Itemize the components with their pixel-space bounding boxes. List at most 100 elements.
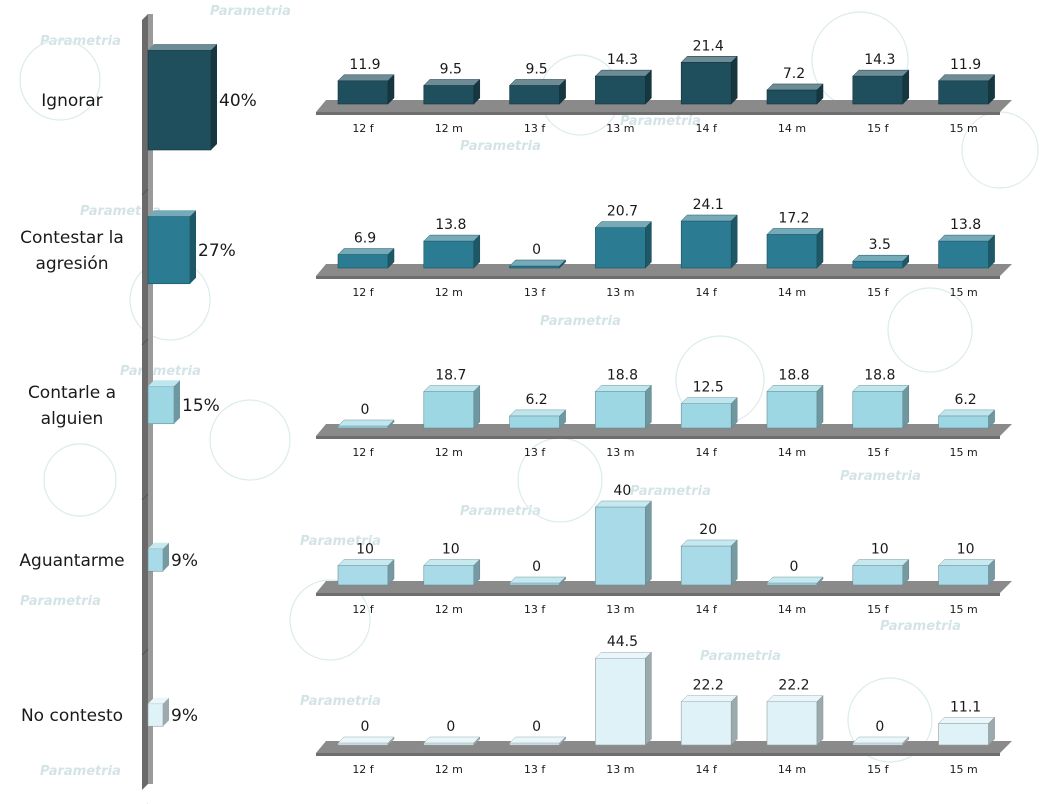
data-bar-front	[938, 565, 989, 586]
data-bar	[594, 384, 653, 429]
data-bar-side	[559, 576, 566, 586]
group-tick-label: 14 f	[696, 446, 718, 459]
data-bar-side	[559, 78, 566, 105]
data-bar-top	[852, 69, 910, 77]
data-bar	[766, 83, 824, 105]
watermark-circle	[887, 287, 973, 373]
data-bar	[766, 695, 824, 746]
data-label: 7.2	[783, 66, 805, 82]
data-bar	[423, 78, 481, 105]
data-bar-side	[730, 695, 738, 746]
data-bar-side	[988, 409, 995, 429]
data-label: 17.2	[778, 210, 809, 226]
group-tick-label: 12 m	[435, 446, 463, 459]
summary-value-label: 40%	[219, 91, 257, 111]
watermark-circle	[19, 39, 101, 121]
summary-bar-side	[174, 380, 180, 424]
group-tick-label: 13 f	[524, 446, 546, 459]
data-bar-top	[766, 83, 824, 91]
summary-bar-top	[148, 542, 169, 549]
summary-value-label: 15%	[182, 396, 220, 416]
data-bar-top	[766, 385, 824, 392]
category-label: Ignorar	[41, 91, 102, 111]
data-bar	[594, 500, 653, 586]
data-bar-front	[337, 565, 389, 586]
data-bar-front	[938, 415, 989, 429]
data-label: 0	[446, 719, 455, 735]
category-label: Contestar la	[20, 228, 124, 248]
panel-floor-edge	[316, 436, 1000, 439]
data-label: 24.1	[693, 197, 724, 213]
data-bar-front	[766, 391, 818, 429]
group-tick-label: 15 f	[867, 286, 889, 299]
data-label: 18.8	[864, 367, 895, 383]
data-bar-side	[816, 576, 824, 586]
data-bar	[594, 651, 653, 746]
summary-bar-front	[147, 548, 164, 572]
data-bar-front	[509, 742, 560, 746]
data-bar-side	[387, 736, 395, 746]
group-tick-label: 13 f	[524, 286, 546, 299]
group-tick-label: 15 m	[949, 763, 977, 776]
watermark-text: Parametria	[700, 649, 781, 664]
data-bar-top	[508, 736, 567, 744]
group-tick-label: 12 m	[435, 122, 463, 135]
summary-bar-front	[147, 215, 191, 285]
summary-bar	[147, 697, 169, 727]
data-bar	[594, 69, 653, 105]
data-bar-front	[852, 391, 904, 429]
data-bar-top	[680, 397, 738, 404]
group-tick-label: 15 f	[867, 603, 889, 616]
data-bar	[423, 234, 481, 269]
data-bar	[680, 539, 738, 586]
data-bar	[937, 234, 996, 269]
group-tick-label: 14 m	[778, 286, 806, 299]
group-tick-label: 13 f	[524, 603, 546, 616]
left-axis-tick	[141, 188, 149, 196]
data-bar-side	[559, 736, 566, 746]
data-label: 6.9	[354, 231, 376, 247]
data-bar-front	[423, 85, 475, 105]
summary-bar-side	[163, 542, 169, 572]
panel-floor	[316, 264, 1012, 276]
data-bar-top	[337, 419, 395, 427]
data-label: 22.2	[778, 678, 809, 694]
data-bar-front	[852, 742, 904, 746]
data-label: 18.8	[778, 367, 809, 383]
data-bar-front	[938, 723, 989, 746]
summary-bar-side	[190, 210, 196, 284]
data-bar-top	[337, 736, 395, 744]
data-bar-top	[508, 79, 567, 86]
data-bar-front	[680, 61, 732, 105]
data-bar-side	[816, 83, 824, 105]
watermark-text: Parametria	[840, 469, 921, 484]
data-bar-front	[938, 80, 989, 105]
panel-floor	[316, 424, 1012, 436]
data-bar-top	[766, 576, 824, 584]
data-label: 0	[361, 719, 370, 735]
watermark-text: Parametria	[120, 364, 201, 379]
panel-floor-edge	[316, 276, 1000, 279]
data-bar-front	[595, 391, 646, 429]
data-bar	[508, 409, 567, 429]
panel-floor-edge	[316, 593, 1000, 596]
summary-value-label: 9%	[171, 551, 198, 571]
data-bar-side	[730, 539, 738, 586]
watermark-text: Parametria	[40, 764, 121, 779]
data-bar-side	[473, 384, 481, 429]
watermark-text: Parametria	[210, 4, 291, 19]
data-bar-front	[595, 657, 646, 746]
data-bar-top	[680, 56, 738, 63]
data-bar-top	[937, 559, 996, 566]
data-label: 14.3	[864, 52, 895, 68]
data-bar-front	[938, 240, 989, 269]
data-bar	[937, 558, 996, 586]
data-bar	[423, 558, 481, 586]
panel-floor	[316, 581, 1012, 593]
data-bar	[337, 736, 395, 746]
data-bar-front	[423, 391, 475, 429]
category-label: Aguantarme	[19, 551, 124, 571]
group-tick-label: 12 f	[352, 603, 374, 616]
age-sex-breakdown-charts: 11.9 12 f 9.5 12 m 9.5 13 f 14.3 13 m 21.4 14 f 7.…	[316, 38, 1012, 776]
data-bar	[508, 78, 567, 105]
